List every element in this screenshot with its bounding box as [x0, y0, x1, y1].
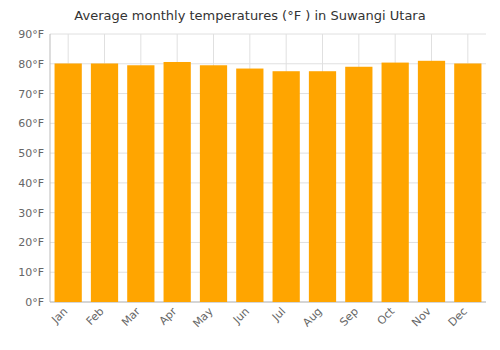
page: {"chart_data": {"type": "bar", "title": … [0, 0, 500, 350]
x-tick-label: Sep [337, 305, 361, 329]
x-tick-label: Jan [48, 305, 70, 327]
bar [454, 63, 481, 302]
x-tick-label: Jul [269, 305, 288, 324]
y-tick-label: 10°F [18, 266, 44, 279]
y-tick-label: 20°F [18, 236, 44, 249]
chart-title: Average monthly temperatures (°F ) in Su… [74, 8, 425, 23]
x-tick-label: Oct [375, 304, 398, 327]
y-grid-line [50, 34, 486, 35]
bar [273, 71, 300, 302]
x-tick-label: Mar [119, 305, 143, 329]
x-tick-label: Aug [300, 305, 324, 329]
y-tick-label: 90°F [18, 28, 44, 41]
bar [236, 69, 263, 302]
y-axis-line [50, 34, 51, 302]
y-tick-label: 40°F [18, 177, 44, 190]
bars [55, 61, 482, 302]
chart-container: Average monthly temperatures (°F ) in Su… [0, 0, 500, 350]
bar [345, 67, 372, 302]
bar [200, 65, 227, 302]
y-tick-label: 0°F [25, 296, 44, 309]
bar [164, 62, 191, 302]
x-tick-label: Feb [84, 305, 107, 328]
chart-svg: Average monthly temperatures (°F ) in Su… [0, 0, 500, 350]
x-tick-label: Jun [230, 305, 252, 327]
y-tick-label: 70°F [18, 88, 44, 101]
grid [50, 34, 486, 302]
bar [382, 63, 409, 302]
y-tick-label: 30°F [18, 207, 44, 220]
axes: 0°F 10°F 20°F 30°F 40°F 50°F 60°F 70°F 80°F 90°F J… [18, 28, 486, 330]
bar [127, 65, 154, 302]
bar [309, 71, 336, 302]
y-tick-label: 80°F [18, 58, 44, 71]
y-tick-label: 50°F [18, 147, 44, 160]
bar [55, 63, 82, 302]
x-tick-label: Dec [446, 305, 470, 329]
x-tick-label: Apr [157, 305, 180, 328]
x-tick-label: May [190, 305, 216, 331]
x-tick-label: Nov [409, 305, 434, 330]
y-tick-label: 60°F [18, 117, 44, 130]
bar [418, 61, 445, 302]
bar [91, 63, 118, 302]
